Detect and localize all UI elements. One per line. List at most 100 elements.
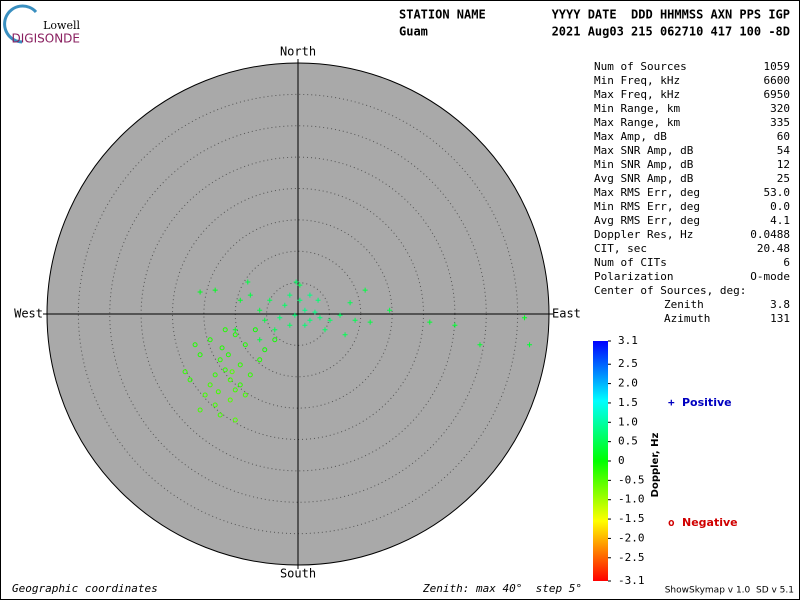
source-positive <box>232 327 238 333</box>
source-positive <box>302 322 308 328</box>
logo-small: Lowell <box>43 19 80 32</box>
colorbar-tick-label: -2.5 <box>618 551 645 564</box>
source-positive <box>277 315 283 321</box>
colorbar-tick-label: 0.5 <box>618 435 638 448</box>
logo-big: DIGISONDE <box>12 32 80 46</box>
logo-arc <box>3 4 38 44</box>
stat-label: Max SNR Amp, dB <box>594 144 694 157</box>
source-positive <box>307 292 313 298</box>
source-positive <box>337 312 343 318</box>
source-positive <box>272 327 278 333</box>
direction-north: North <box>280 45 316 59</box>
source-negative <box>217 412 223 418</box>
source-negative <box>222 327 228 333</box>
colorbar-tick-label: 1.0 <box>618 415 638 428</box>
stat-value: O-mode <box>750 270 790 283</box>
colorbar-tick-label: 2.0 <box>618 377 638 390</box>
stat-value: 25 <box>777 172 790 185</box>
source-positive <box>522 315 528 321</box>
source-negative <box>242 342 248 348</box>
source-positive <box>452 322 458 328</box>
source-positive <box>477 342 483 348</box>
source-positive <box>302 307 308 313</box>
source-positive <box>317 315 323 321</box>
colorbar-tick-label: 2.5 <box>618 357 638 370</box>
source-positive <box>327 317 333 323</box>
legend-marker: + <box>668 396 675 409</box>
stat-label: Avg SNR Amp, dB <box>594 172 694 185</box>
source-negative <box>227 377 233 383</box>
stat-value: 0.0488 <box>750 228 790 241</box>
source-negative <box>217 357 223 363</box>
source-positive <box>293 279 299 285</box>
colorbar-tick-label: 0 <box>618 454 625 467</box>
header-columns: YYYY DATE DDD HHMMSS AXN PPS IGP <box>552 8 790 22</box>
source-positive <box>245 279 251 285</box>
stat-value: 60 <box>777 130 790 143</box>
stat-value: 0.0 <box>770 200 790 213</box>
footer-left: Geographic coordinates <box>12 582 158 595</box>
stat-label: Num of CITs <box>594 256 667 269</box>
stat-value: 6 <box>783 256 790 269</box>
source-negative <box>242 392 248 398</box>
source-positive <box>282 302 288 308</box>
footer-right: ShowSkymap v 1.0 SD v 5.1 <box>665 586 794 596</box>
source-negative <box>247 372 253 378</box>
header-values: 2021 Aug03 215 062710 417 100 -8D <box>552 25 790 39</box>
center-row-value: 3.8 <box>770 298 790 311</box>
center-row-label: Azimuth <box>664 312 710 325</box>
colorbar-tick-label: -2.0 <box>618 531 645 544</box>
source-negative <box>232 387 238 393</box>
source-positive <box>287 292 293 298</box>
stat-label: Min Range, km <box>594 102 680 115</box>
source-negative <box>227 397 233 403</box>
stat-label: Min SNR Amp, dB <box>594 158 694 171</box>
source-negative <box>225 352 231 358</box>
colorbar-tick-label: -1.0 <box>618 493 645 506</box>
source-positive <box>387 307 393 313</box>
source-positive <box>292 312 298 318</box>
center-row-label: Zenith <box>664 298 704 311</box>
source-positive <box>247 292 253 298</box>
colorbar-tick-label: -0.5 <box>618 473 645 486</box>
colorbar-tick-label: 3.1 <box>618 334 638 347</box>
source-positive <box>352 317 358 323</box>
source-negative <box>252 327 258 333</box>
source-positive <box>212 287 218 293</box>
source-positive <box>197 289 203 295</box>
center-row-value: 131 <box>770 312 790 325</box>
stat-value: 54 <box>777 144 791 157</box>
direction-south: South <box>280 567 316 581</box>
source-negative <box>187 377 193 383</box>
source-negative <box>212 402 218 408</box>
stat-label: Polarization <box>594 270 673 283</box>
stat-value: 53.0 <box>764 186 791 199</box>
source-negative <box>197 407 203 413</box>
legend-label: Negative <box>682 516 738 529</box>
source-positive <box>287 322 293 328</box>
colorbar-tick-label: 1.5 <box>618 396 638 409</box>
source-negative <box>262 347 268 353</box>
stat-label: Avg RMS Err, deg <box>594 214 700 227</box>
source-negative <box>197 352 203 358</box>
stat-label: Max RMS Err, deg <box>594 186 700 199</box>
stat-label: Max Freq, kHz <box>594 88 680 101</box>
source-positive <box>362 287 368 293</box>
stat-label: Max Amp, dB <box>594 130 667 143</box>
source-positive <box>347 300 353 306</box>
stat-value: 20.48 <box>757 242 790 255</box>
stat-value: 6950 <box>764 88 791 101</box>
stat-label: Min RMS Err, deg <box>594 200 700 213</box>
colorbar-label: Doppler, Hz <box>650 433 661 498</box>
source-negative <box>272 337 278 343</box>
source-negative <box>182 369 188 375</box>
direction-west: West <box>14 307 43 321</box>
source-negative <box>232 332 238 338</box>
colorbar-tick-label: -3.1 <box>618 574 645 587</box>
source-positive <box>267 297 273 303</box>
source-positive <box>367 319 373 325</box>
source-negative <box>257 357 263 363</box>
source-positive <box>262 317 268 323</box>
source-negative <box>237 382 243 388</box>
